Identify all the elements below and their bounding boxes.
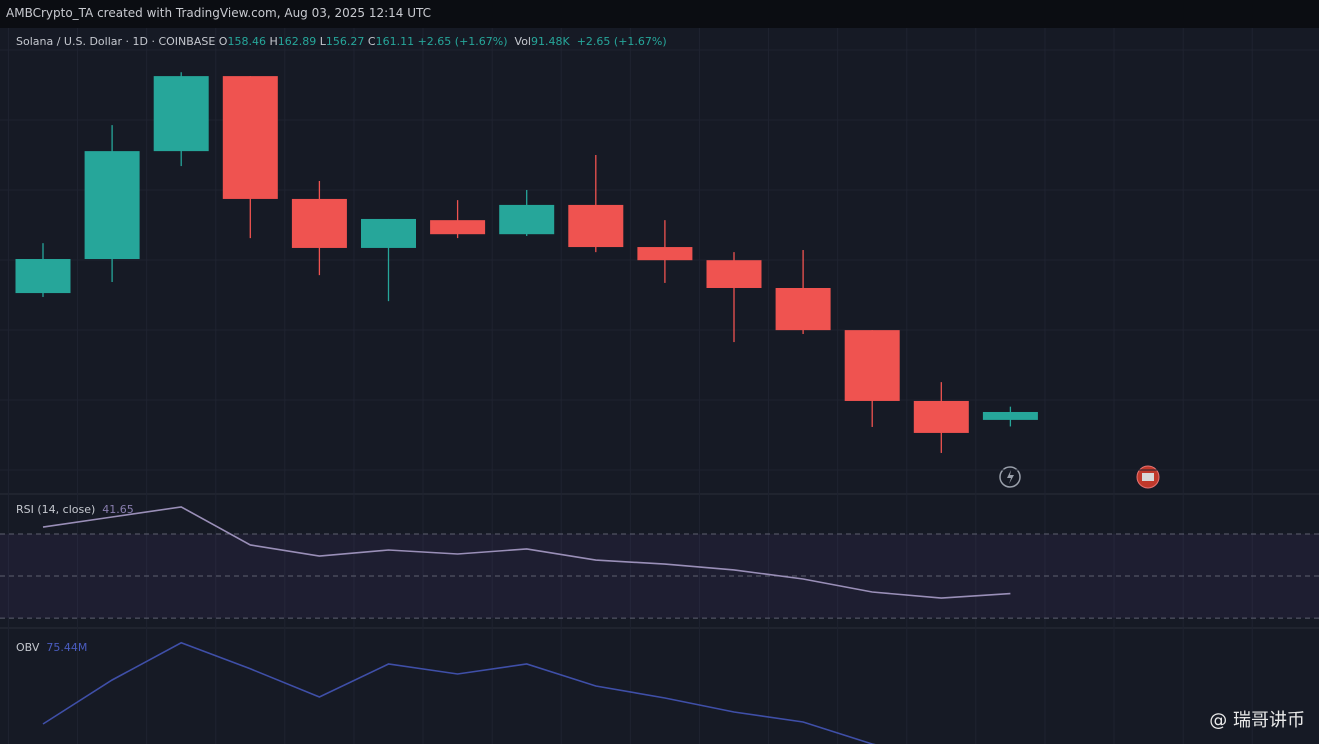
candle-body	[153, 76, 209, 152]
candle-body	[637, 247, 693, 261]
rsi-legend: RSI (14, close) 41.65	[16, 503, 134, 516]
icon-replay[interactable]	[999, 466, 1021, 488]
candle-body	[84, 151, 140, 260]
candle-body	[706, 260, 762, 288]
rsi-value: 41.65	[102, 503, 134, 516]
candle-body	[568, 204, 624, 248]
icon-flag[interactable]	[1136, 465, 1160, 489]
symbol: Solana / U.S. Dollar · 1D · COINBASE	[16, 35, 216, 48]
candles	[15, 72, 1038, 453]
top-bar: AMBCrypto_TA created with TradingView.co…	[0, 0, 1319, 28]
line	[42, 506, 1011, 599]
ohlc-value: 162.89	[277, 35, 317, 48]
obv-value: 75.44M	[46, 641, 88, 654]
ohlc-value: 158.46	[227, 35, 266, 48]
candle-body	[775, 287, 831, 331]
vol-value: 91.48K	[531, 35, 570, 48]
candle-body	[499, 204, 555, 235]
attribution: AMBCrypto_TA created with TradingView.co…	[6, 6, 432, 20]
line-pane	[0, 506, 1319, 619]
rsi-title: RSI (14, close)	[16, 503, 96, 516]
ohlc-value: 161.11	[375, 35, 415, 48]
candle-body	[430, 220, 486, 235]
obv-legend: OBV 75.44M	[16, 641, 87, 654]
candle-body	[15, 259, 71, 294]
ohlc-label: L	[319, 35, 326, 48]
candle-body	[291, 198, 347, 248]
candle-body	[222, 76, 278, 199]
watermark: @ 瑞哥讲币	[1209, 710, 1305, 731]
candle-body	[844, 330, 900, 401]
candle-body	[982, 411, 1038, 420]
ohlc-label: C	[367, 35, 376, 48]
ohlc-label: O	[218, 35, 228, 48]
change: +2.65 (+1.67%)	[417, 35, 508, 48]
line-pane	[42, 641, 876, 744]
obv-title: OBV	[16, 641, 40, 654]
candle-body	[361, 218, 416, 248]
candle-body	[913, 400, 969, 433]
vol-label: Vol	[514, 35, 531, 48]
vol-change: +2.65 (+1.67%)	[576, 35, 667, 48]
legend: Solana / U.S. Dollar · 1D · COINBASE O15…	[16, 35, 667, 48]
ohlc-value: 156.27	[325, 35, 365, 48]
line	[42, 641, 876, 744]
ohlc-label: H	[269, 35, 278, 48]
